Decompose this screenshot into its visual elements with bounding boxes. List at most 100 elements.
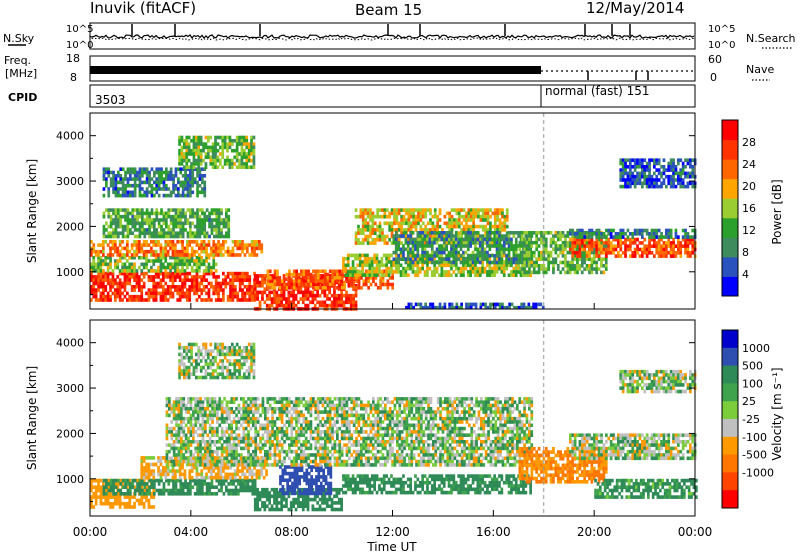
data-cell: [241, 281, 244, 286]
data-cell: [131, 208, 135, 212]
data-cell: [276, 282, 279, 287]
data-cell: [505, 237, 508, 242]
data-cell: [133, 174, 137, 178]
data-cell: [178, 152, 181, 156]
data-cell: [333, 290, 336, 295]
data-cell: [316, 269, 320, 274]
data-cell: [231, 288, 235, 292]
data-cell: [130, 253, 134, 257]
data-cell: [107, 170, 111, 175]
data-cell: [467, 302, 471, 307]
data-cell: [263, 290, 267, 295]
data-cell: [409, 221, 413, 226]
data-cell: [135, 271, 139, 276]
data-cell: [193, 291, 196, 296]
data-cell: [478, 240, 482, 245]
data-cell: [197, 142, 201, 146]
data-cell: [474, 263, 477, 268]
data-cell: [578, 247, 582, 252]
data-cell: [167, 177, 171, 181]
data-cell: [217, 288, 220, 292]
data-cell: [540, 234, 543, 238]
data-cell: [121, 501, 124, 506]
data-cell: [481, 302, 485, 307]
data-cell: [235, 158, 239, 163]
data-cell: [530, 244, 534, 248]
data-cell: [355, 279, 358, 283]
data-cell: [352, 286, 356, 290]
data-cell: [140, 298, 144, 302]
data-cell: [165, 170, 168, 175]
data-cell: [476, 273, 480, 277]
data-cell: [196, 174, 199, 178]
data-cell: [367, 276, 370, 280]
data-cell: [268, 303, 271, 308]
data-cell: [150, 294, 153, 299]
data-cell: [554, 247, 558, 252]
data-cell: [595, 264, 598, 268]
data-cell: [306, 303, 310, 308]
data-cell: [512, 244, 516, 248]
data-cell: [604, 267, 608, 271]
data-cell: [186, 177, 190, 181]
data-cell: [426, 208, 430, 212]
data-cell: [681, 228, 685, 233]
data-cell: [214, 165, 217, 169]
data-cell: [471, 260, 475, 265]
data-cell: [430, 244, 434, 248]
data-cell: [102, 253, 105, 257]
data-cell: [176, 265, 180, 270]
data-cell: [357, 286, 361, 290]
data-cell: [102, 170, 106, 175]
data-cell: [116, 485, 120, 489]
data-cell: [650, 174, 654, 179]
data-cell: [355, 276, 358, 280]
data-cell: [614, 232, 618, 236]
data-cell: [179, 170, 183, 175]
data-cell: [474, 240, 477, 245]
data-cell: [655, 161, 659, 166]
data-cell: [528, 237, 531, 242]
data-cell: [150, 291, 153, 296]
data-cell: [525, 234, 529, 238]
data-cell: [614, 235, 618, 239]
data-cell: [188, 255, 192, 260]
data-cell: [246, 278, 249, 282]
data-cell: [321, 286, 325, 290]
data-cell: [607, 232, 611, 236]
data-cell: [566, 244, 570, 248]
data-cell: [369, 211, 372, 216]
data-cell: [195, 271, 199, 276]
data-cell: [172, 190, 175, 195]
data-cell: [136, 183, 139, 188]
data-cell: [261, 293, 264, 298]
data-cell: [631, 235, 635, 239]
data-cell: [171, 249, 175, 254]
data-cell: [469, 273, 472, 277]
data-cell: [238, 298, 242, 302]
data-cell: [112, 228, 115, 232]
data-cell: [484, 302, 487, 307]
data-cell: [462, 224, 466, 229]
data-cell: [222, 281, 225, 286]
data-cell: [226, 148, 229, 153]
data-cell: [532, 302, 535, 307]
data-cell: [381, 231, 384, 235]
data-cell: [435, 254, 439, 258]
data-cell: [203, 214, 207, 219]
data-cell: [133, 492, 137, 496]
data-cell: [147, 278, 151, 282]
data-cell: [114, 187, 118, 191]
data-cell: [228, 139, 232, 143]
data-cell: [178, 278, 182, 282]
data-cell: [631, 181, 635, 186]
data-cell: [201, 211, 204, 216]
data-cell: [580, 270, 584, 275]
data-cell: [203, 228, 207, 232]
data-cell: [207, 265, 211, 270]
data-cell: [566, 270, 570, 275]
data-cell: [203, 218, 207, 222]
data-cell: [304, 269, 308, 274]
data-cell: [117, 221, 120, 226]
data-cell: [378, 231, 382, 235]
